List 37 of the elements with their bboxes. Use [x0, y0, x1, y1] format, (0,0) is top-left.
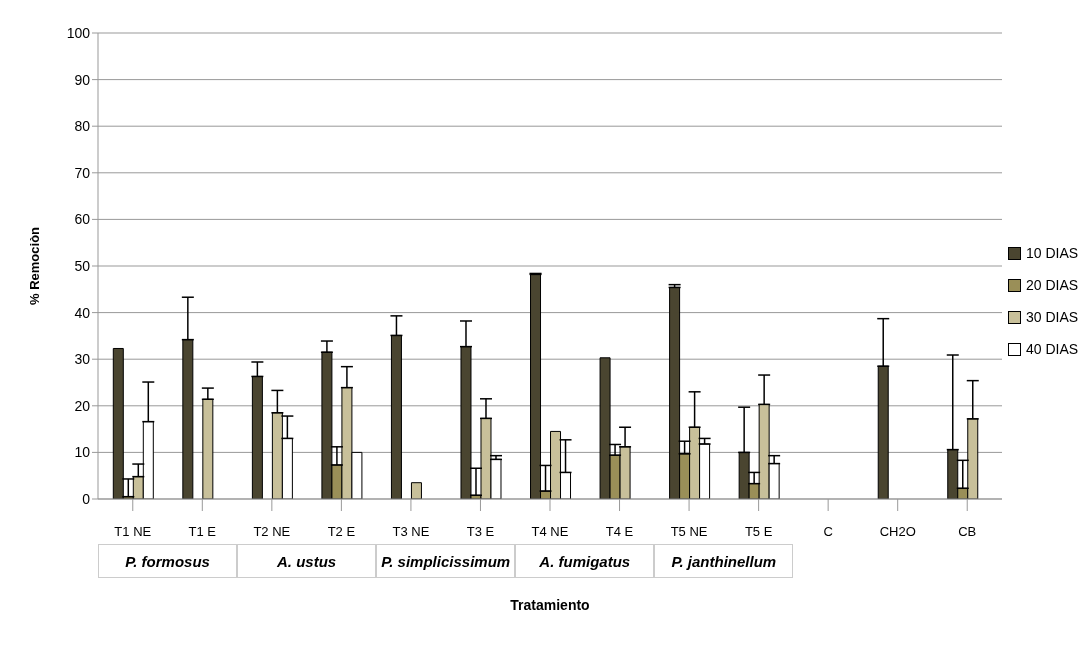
y-tick-label: 30 [74, 351, 91, 368]
legend-label: 20 DIAS [1026, 277, 1079, 293]
y-tick-label: 50 [74, 257, 91, 274]
x-tick-label: T5 NE [670, 524, 708, 540]
x-tick-label: C [823, 524, 833, 540]
x-tick-label: T2 E [327, 524, 356, 540]
y-tick-label: 60 [74, 211, 91, 228]
text: P. simplicissimum [376, 544, 516, 578]
y-tick-label: 70 [74, 164, 91, 181]
y-tick-label: 80 [74, 118, 91, 135]
y-tick-label: 100 [66, 24, 91, 41]
y-tick-label: 10 [74, 444, 91, 461]
y-tick-label: 20 [74, 397, 91, 414]
legend-label: 30 DIAS [1026, 309, 1079, 325]
x-tick-label: CB [958, 524, 977, 540]
legend-label: 10 DIAS [1026, 245, 1079, 261]
bar [410, 482, 422, 499]
x-tick-label: T4 E [605, 524, 634, 540]
x-tick-label: T1 E [188, 524, 217, 540]
x-tick-label: T5 E [744, 524, 773, 540]
text: P. formosus [98, 544, 238, 578]
x-tick-label: T2 NE [253, 524, 291, 540]
x-tick-label: T3 E [466, 524, 495, 540]
text: P. janthinellum [654, 544, 794, 578]
text: A. fumigatus [515, 544, 655, 578]
x-tick-label: CH2O [879, 524, 916, 540]
x-tick-label: T4 NE [531, 524, 569, 540]
y-tick-label: 90 [74, 71, 91, 88]
x-axis-title: Tratamiento [510, 597, 590, 613]
x-tick-label: T1 NE [114, 524, 152, 540]
legend-label: 40 DIAS [1026, 341, 1079, 357]
text: A. ustus [237, 544, 377, 578]
y-axis-title: % Remociòn [26, 226, 42, 306]
x-tick-label: T3 NE [392, 524, 430, 540]
y-tick-label: 40 [74, 304, 91, 321]
y-tick-label: 0 [82, 490, 91, 507]
bar [877, 365, 889, 499]
